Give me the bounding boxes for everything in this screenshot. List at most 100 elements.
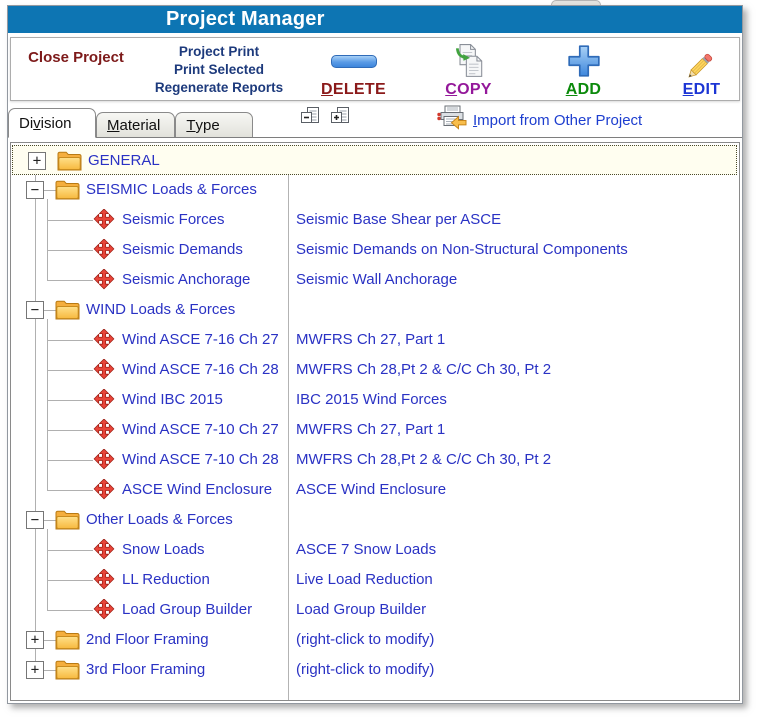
tree-connector-line	[47, 610, 93, 611]
page-title: Project Manager	[166, 8, 325, 30]
collapse-all-icon[interactable]	[300, 106, 320, 132]
delete-button[interactable]: DELETE	[301, 41, 406, 99]
tree-item-label: GENERAL	[88, 152, 160, 169]
tree-item-label: Seismic Forces	[122, 211, 225, 228]
tree-row[interactable]: Seismic Demands Seismic Demands on Non-St…	[11, 235, 739, 265]
import-from-other-project-link[interactable]: Import from Other Project	[436, 105, 642, 135]
tree-connector-line	[44, 310, 56, 311]
column-separator	[288, 175, 289, 700]
tree-row[interactable]: − Other Loads & Forces	[11, 505, 739, 535]
move-arrows-icon	[92, 208, 116, 236]
tree-item-description: (right-click to modify)	[296, 661, 435, 678]
add-button[interactable]: ADD	[531, 41, 636, 99]
tree-row[interactable]: Wind ASCE 7-16 Ch 28 MWFRS Ch 28,Pt 2 & C…	[11, 355, 739, 385]
tree-item-label: Load Group Builder	[122, 601, 253, 618]
add-label: ADD	[565, 81, 602, 98]
tree-item-description: MWFRS Ch 28,Pt 2 & C/C Ch 30, Pt 2	[296, 451, 552, 468]
minus-expander-box[interactable]: −	[26, 301, 44, 319]
copy-pages-icon	[452, 41, 486, 81]
tree-connector-line	[47, 319, 48, 490]
tree-connector-line	[44, 670, 56, 671]
tree-row[interactable]: + GENERAL	[12, 145, 737, 175]
folder-icon	[55, 629, 80, 655]
tree-connector-line	[47, 550, 93, 551]
tree-item-label: Wind ASCE 7-16 Ch 27	[122, 331, 279, 348]
import-label: Import from Other Project	[473, 111, 643, 129]
move-arrows-icon	[92, 478, 116, 506]
tree-item-label: Wind IBC 2015	[122, 391, 223, 408]
tree-connector-line	[44, 520, 56, 521]
tree-row[interactable]: Seismic Forces Seismic Base Shear per ASC…	[11, 205, 739, 235]
tree-connector-line	[44, 640, 56, 641]
move-arrows-icon	[92, 538, 116, 566]
tree-item-label: Wind ASCE 7-10 Ch 28	[122, 451, 279, 468]
tree-connector-line	[47, 400, 93, 401]
expand-all-icon[interactable]	[330, 106, 350, 132]
tree-row[interactable]: Wind ASCE 7-10 Ch 27 MWFRS Ch 27, Part 1	[11, 415, 739, 445]
plus-expander-box[interactable]: +	[26, 661, 44, 679]
tree-item-label: LL Reduction	[122, 571, 210, 588]
minus-expander-box[interactable]: −	[26, 181, 44, 199]
tree-item-description: MWFRS Ch 27, Part 1	[296, 331, 446, 348]
close-project-button[interactable]: Close Project	[28, 49, 124, 66]
move-arrows-icon	[92, 358, 116, 386]
tree-item-description: ASCE Wind Enclosure	[296, 481, 447, 498]
copy-label: COPY	[445, 81, 492, 98]
tree-connector-line	[47, 430, 93, 431]
tree-row[interactable]: Load Group Builder Load Group Builder	[11, 595, 739, 625]
tab-division[interactable]: Di v ision	[8, 108, 96, 138]
tree-item-label: 2nd Floor Framing	[86, 631, 209, 648]
tree-connector-line	[47, 250, 93, 251]
tree-item-description: Seismic Base Shear per ASCE	[296, 211, 502, 228]
move-arrows-icon	[92, 418, 116, 446]
tree-item-label: 3rd Floor Framing	[86, 661, 206, 678]
print-link[interactable]: Print Selected	[173, 62, 265, 77]
tree-row[interactable]: Wind ASCE 7-10 Ch 28 MWFRS Ch 28,Pt 2 & C…	[11, 445, 739, 475]
move-arrows-icon	[92, 268, 116, 296]
tree-row[interactable]: Seismic Anchorage Seismic Wall Anchorage	[11, 265, 739, 295]
tree-row[interactable]: +2nd Floor Framing (right-click to modify…	[11, 625, 739, 655]
minus-expander-box[interactable]: −	[26, 511, 44, 529]
folder-icon	[55, 299, 80, 325]
tree-item-description: Live Load Reduction	[296, 571, 433, 588]
move-arrows-icon	[92, 328, 116, 356]
move-arrows-icon	[92, 388, 116, 416]
edit-button[interactable]: EDIT	[649, 41, 754, 99]
tree-item-label: Wind ASCE 7-16 Ch 28	[122, 361, 279, 378]
tree-row[interactable]: +3rd Floor Framing (right-click to modify…	[11, 655, 739, 685]
move-arrows-icon	[92, 448, 116, 476]
print-link[interactable]: Project Print	[178, 44, 260, 59]
tree-row[interactable]: Wind IBC 2015 IBC 2015 Wind Forces	[11, 385, 739, 415]
tree-connector-line	[47, 220, 93, 221]
tree-row[interactable]: LL Reduction Live Load Reduction	[11, 565, 739, 595]
print-link[interactable]: Regenerate Reports	[154, 80, 284, 95]
pencil-icon	[684, 41, 720, 81]
plus-expander-box[interactable]: +	[28, 152, 46, 170]
tree-item-label: SEISMIC Loads & Forces	[86, 181, 257, 198]
tree-item-label: ASCE Wind Enclosure	[122, 481, 273, 498]
tree-connector-line	[47, 580, 93, 581]
tree-item-label: Snow Loads	[122, 541, 205, 558]
tree-item-description: (right-click to modify)	[296, 631, 435, 648]
tree-item-label: WIND Loads & Forces	[86, 301, 236, 318]
tree-row[interactable]: − SEISMIC Loads & Forces	[11, 175, 739, 205]
copy-button[interactable]: COPY	[416, 41, 521, 99]
tree-connector-line	[47, 199, 48, 280]
move-arrows-icon	[92, 568, 116, 596]
tree-item-description: Seismic Wall Anchorage	[296, 271, 458, 288]
print-links: Project Print Print Selected Regenerate Re…	[129, 43, 309, 97]
import-icon	[436, 105, 467, 135]
tree-row[interactable]: − WIND Loads & Forces	[11, 295, 739, 325]
delete-label: DELETE	[321, 81, 386, 98]
background-window-edge	[551, 0, 601, 8]
tree-row[interactable]: ASCE Wind Enclosure ASCE Wind Enclosure	[11, 475, 739, 505]
tree-row[interactable]: Wind ASCE 7-16 Ch 27 MWFRS Ch 27, Part 1	[11, 325, 739, 355]
minus-bar-icon	[330, 41, 377, 81]
tree-connector-line	[47, 529, 48, 610]
tree-row[interactable]: Snow Loads ASCE 7 Snow Loads	[11, 535, 739, 565]
plus-expander-box[interactable]: +	[26, 631, 44, 649]
